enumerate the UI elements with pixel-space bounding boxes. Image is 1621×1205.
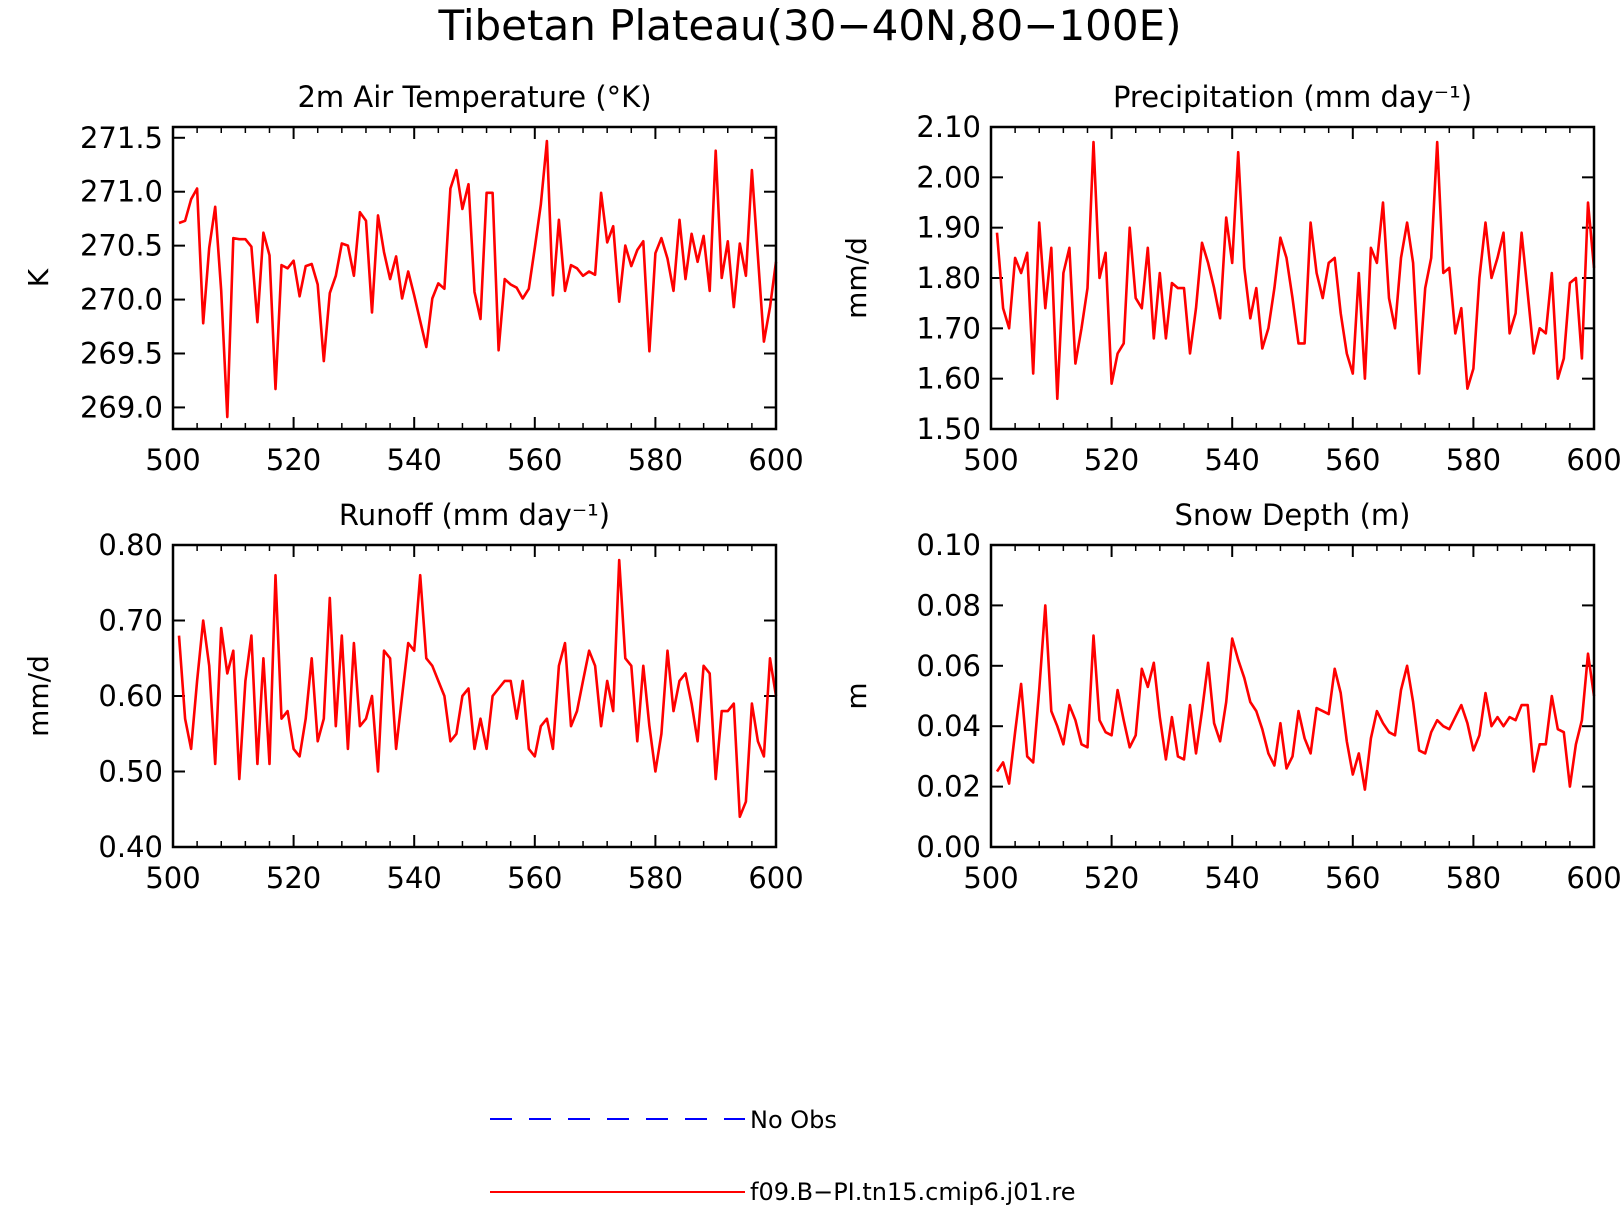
snow-depth-ytick-label: 0.08 xyxy=(916,588,981,622)
temperature-xtick-label: 560 xyxy=(507,443,562,477)
figure-title: Tibetan Plateau(30−40N,80−100E) xyxy=(437,1,1181,50)
temperature-ytick-label: 269.0 xyxy=(80,390,163,424)
runoff-series-line xyxy=(177,558,778,819)
temperature-ytick-label: 270.0 xyxy=(80,283,163,317)
precipitation-xtick-label: 580 xyxy=(1446,443,1501,477)
runoff-xtick-label: 560 xyxy=(507,861,562,895)
temperature-xtick-label: 500 xyxy=(145,443,200,477)
runoff-xtick-label: 600 xyxy=(748,861,803,895)
snow-depth-xtick-label: 520 xyxy=(1084,861,1139,895)
runoff-ylabel: mm/d xyxy=(22,655,55,737)
precipitation-plot-frame xyxy=(989,125,1596,431)
precipitation-ytick-label: 1.50 xyxy=(916,412,981,446)
precipitation-ylabel: mm/d xyxy=(840,237,873,319)
precipitation-panel: Precipitation (mm day⁻¹) mm/d 500 520 540 560… xyxy=(840,80,1621,477)
precipitation-ytick-label: 2.10 xyxy=(916,110,981,144)
temperature-ytick-label: 271.5 xyxy=(80,121,163,155)
precipitation-xtick-label: 600 xyxy=(1566,443,1621,477)
runoff-plot-frame xyxy=(171,543,778,849)
runoff-title: Runoff (mm day⁻¹) xyxy=(339,498,610,532)
temperature-ylabel: K xyxy=(22,268,55,287)
snow-depth-ytick-label: 0.06 xyxy=(916,649,981,683)
temperature-ytick-label: 271.0 xyxy=(80,175,163,209)
runoff-xtick-label: 540 xyxy=(387,861,442,895)
temperature-panel: 2m Air Temperature (°K) K 500 520 540 560 580 6… xyxy=(22,80,804,477)
legend-obs-label: No Obs xyxy=(750,1106,837,1134)
temperature-ytick-label: 269.5 xyxy=(80,337,163,371)
snow-depth-ytick-label: 0.02 xyxy=(916,770,981,804)
precipitation-xtick-label: 520 xyxy=(1084,443,1139,477)
temperature-xtick-label: 600 xyxy=(748,443,803,477)
precipitation-ytick-label: 2.00 xyxy=(916,160,981,194)
snow-depth-ylabel: m xyxy=(840,682,873,709)
snow-depth-plot-frame xyxy=(989,543,1596,849)
precipitation-ytick-label: 1.60 xyxy=(916,362,981,396)
snow-depth-ytick-label: 0.10 xyxy=(916,528,981,562)
runoff-ytick-label: 0.50 xyxy=(98,755,163,789)
snow-depth-ytick-label: 0.04 xyxy=(916,709,981,743)
precipitation-title: Precipitation (mm day⁻¹) xyxy=(1113,80,1472,114)
snow-depth-panel: Snow Depth (m) m 500 520 540 560 580 600 0.00 0.0… xyxy=(840,498,1621,895)
legend-model-label: f09.B−PI.tn15.cmip6.j01.re xyxy=(750,1178,1075,1205)
temperature-title: 2m Air Temperature (°K) xyxy=(297,80,651,114)
temperature-series-line xyxy=(178,139,778,419)
snow-depth-ytick-label: 0.00 xyxy=(916,830,981,864)
snow-depth-xtick-label: 600 xyxy=(1566,861,1621,895)
runoff-xtick-label: 520 xyxy=(266,861,321,895)
snow-depth-xtick-label: 580 xyxy=(1446,861,1501,895)
precipitation-xtick-label: 560 xyxy=(1325,443,1380,477)
snow-depth-title: Snow Depth (m) xyxy=(1175,498,1411,532)
runoff-xtick-label: 500 xyxy=(145,861,200,895)
legend: No Obs f09.B−PI.tn15.cmip6.j01.re xyxy=(490,1106,1075,1205)
precipitation-xtick-label: 540 xyxy=(1205,443,1260,477)
snow-depth-xtick-label: 500 xyxy=(963,861,1018,895)
precipitation-xtick-label: 500 xyxy=(963,443,1018,477)
runoff-ytick-label: 0.80 xyxy=(98,528,163,562)
snow-depth-xtick-label: 540 xyxy=(1205,861,1260,895)
temperature-ytick-label: 270.5 xyxy=(80,229,163,263)
precipitation-ytick-label: 1.70 xyxy=(916,311,981,345)
temperature-xtick-label: 540 xyxy=(387,443,442,477)
runoff-panel: Runoff (mm day⁻¹) mm/d 500 520 540 560 580 600 0… xyxy=(22,498,804,895)
snow-depth-series-line xyxy=(995,604,1596,791)
snow-depth-xtick-label: 560 xyxy=(1325,861,1380,895)
temperature-xtick-label: 580 xyxy=(628,443,683,477)
runoff-ytick-label: 0.40 xyxy=(98,830,163,864)
runoff-ytick-label: 0.60 xyxy=(98,679,163,713)
runoff-ytick-label: 0.70 xyxy=(98,604,163,638)
temperature-plot-frame xyxy=(171,125,778,431)
runoff-xtick-label: 580 xyxy=(628,861,683,895)
temperature-xtick-label: 520 xyxy=(266,443,321,477)
precipitation-series-line xyxy=(995,140,1596,401)
precipitation-ytick-label: 1.80 xyxy=(916,261,981,295)
precipitation-ytick-label: 1.90 xyxy=(916,211,981,245)
